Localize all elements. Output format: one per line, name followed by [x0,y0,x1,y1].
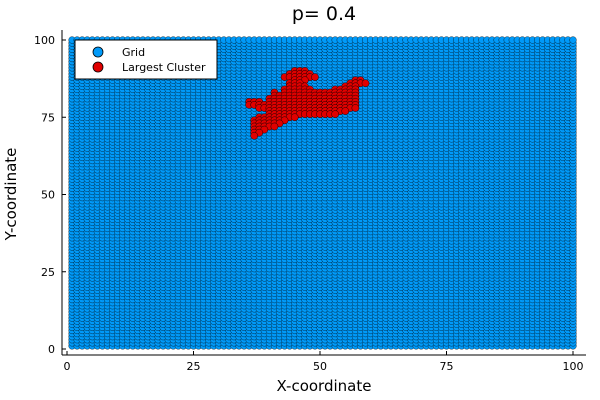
chart-title: p= 0.4 [292,3,356,25]
grid-series-points [68,36,577,350]
